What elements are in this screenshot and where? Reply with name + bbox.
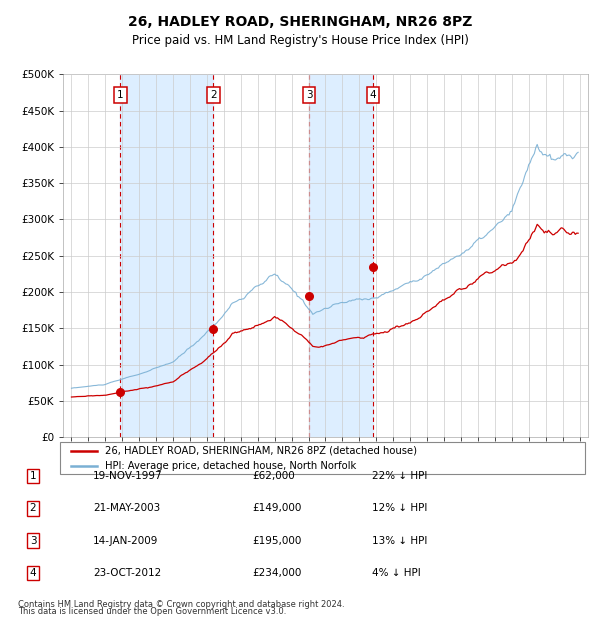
Text: 4: 4: [370, 90, 376, 100]
Text: 2: 2: [29, 503, 37, 513]
Text: 3: 3: [29, 536, 37, 546]
FancyBboxPatch shape: [60, 442, 585, 474]
Text: £234,000: £234,000: [252, 568, 301, 578]
Text: 26, HADLEY ROAD, SHERINGHAM, NR26 8PZ: 26, HADLEY ROAD, SHERINGHAM, NR26 8PZ: [128, 16, 472, 30]
Bar: [309, 74, 373, 437]
Text: 12% ↓ HPI: 12% ↓ HPI: [372, 503, 427, 513]
Text: 1: 1: [29, 471, 37, 481]
Text: £195,000: £195,000: [252, 536, 301, 546]
Text: Price paid vs. HM Land Registry's House Price Index (HPI): Price paid vs. HM Land Registry's House …: [131, 34, 469, 47]
Text: 4: 4: [29, 568, 37, 578]
Text: 22% ↓ HPI: 22% ↓ HPI: [372, 471, 427, 481]
Text: 19-NOV-1997: 19-NOV-1997: [93, 471, 163, 481]
Text: 2: 2: [210, 90, 217, 100]
Text: 26, HADLEY ROAD, SHERINGHAM, NR26 8PZ (detached house): 26, HADLEY ROAD, SHERINGHAM, NR26 8PZ (d…: [104, 446, 416, 456]
Text: This data is licensed under the Open Government Licence v3.0.: This data is licensed under the Open Gov…: [18, 607, 286, 616]
Text: 13% ↓ HPI: 13% ↓ HPI: [372, 536, 427, 546]
Text: 14-JAN-2009: 14-JAN-2009: [93, 536, 158, 546]
Bar: [121, 74, 214, 437]
Text: 4% ↓ HPI: 4% ↓ HPI: [372, 568, 421, 578]
Text: 1: 1: [117, 90, 124, 100]
Text: 21-MAY-2003: 21-MAY-2003: [93, 503, 160, 513]
Text: Contains HM Land Registry data © Crown copyright and database right 2024.: Contains HM Land Registry data © Crown c…: [18, 600, 344, 609]
Text: HPI: Average price, detached house, North Norfolk: HPI: Average price, detached house, Nort…: [104, 461, 356, 471]
Text: 3: 3: [306, 90, 313, 100]
Text: £62,000: £62,000: [252, 471, 295, 481]
Text: £149,000: £149,000: [252, 503, 301, 513]
Text: 23-OCT-2012: 23-OCT-2012: [93, 568, 161, 578]
